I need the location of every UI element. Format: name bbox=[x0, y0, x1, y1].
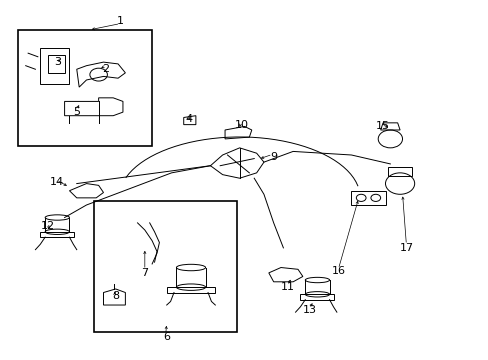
Text: 2: 2 bbox=[102, 64, 109, 74]
Bar bbox=[19, 30, 152, 146]
Text: 16: 16 bbox=[332, 266, 346, 276]
Text: 8: 8 bbox=[112, 291, 119, 301]
Text: 15: 15 bbox=[375, 121, 389, 131]
Text: 1: 1 bbox=[117, 16, 124, 26]
Text: 14: 14 bbox=[50, 177, 64, 187]
Text: 4: 4 bbox=[184, 114, 192, 124]
Bar bbox=[94, 202, 237, 332]
Text: 13: 13 bbox=[303, 305, 317, 315]
Text: 6: 6 bbox=[163, 332, 170, 342]
Text: 3: 3 bbox=[54, 57, 61, 67]
Text: 11: 11 bbox=[281, 282, 295, 292]
Text: 10: 10 bbox=[235, 120, 248, 130]
Text: 7: 7 bbox=[141, 268, 148, 278]
Text: 5: 5 bbox=[73, 107, 80, 117]
Text: 9: 9 bbox=[269, 152, 277, 162]
Text: 17: 17 bbox=[400, 243, 414, 253]
Text: 12: 12 bbox=[41, 221, 55, 231]
